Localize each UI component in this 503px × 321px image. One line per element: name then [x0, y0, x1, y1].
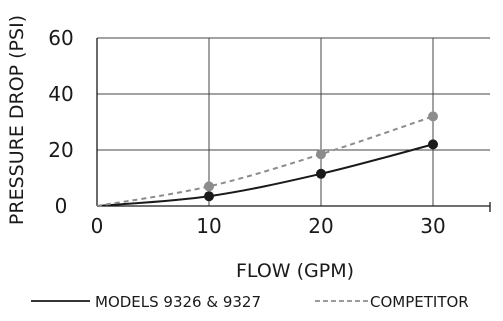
- series-1-point-20: [316, 149, 326, 160]
- series-points: [204, 111, 438, 202]
- x-tick-label-30: 30: [420, 214, 445, 238]
- series-1-point-10: [204, 181, 214, 192]
- y-axis-title: PRESSURE DROP (PSI): [6, 15, 28, 225]
- legend-label-0: MODELS 9326 & 9327: [95, 293, 261, 311]
- series-0-point-10: [204, 191, 214, 202]
- series-lines: [96, 115, 434, 207]
- y-tick-labels: 0 20 40 60: [48, 26, 73, 218]
- y-tick-label-40: 40: [48, 82, 73, 106]
- y-tick-label-20: 20: [48, 138, 73, 162]
- series-line-0: [96, 143, 434, 207]
- x-tick-label-20: 20: [308, 214, 333, 238]
- y-tick-label-60: 60: [48, 26, 73, 50]
- x-axis-title: FLOW (GPM): [236, 260, 354, 282]
- grid-lines: [97, 37, 490, 206]
- x-tick-label-10: 10: [196, 214, 221, 238]
- series-1-point-30: [428, 111, 438, 122]
- y-tick-label-0: 0: [55, 194, 68, 218]
- axes: [96, 38, 491, 212]
- series-0-point-30: [428, 139, 438, 150]
- x-tick-label-0: 0: [91, 214, 104, 238]
- legend-label-1: COMPETITOR: [370, 293, 469, 311]
- series-0-point-20: [316, 168, 326, 179]
- series-line-1: [96, 115, 434, 207]
- x-tick-labels: 0 10 20 30: [91, 214, 446, 238]
- legend: MODELS 9326 & 9327 COMPETITOR: [31, 293, 469, 311]
